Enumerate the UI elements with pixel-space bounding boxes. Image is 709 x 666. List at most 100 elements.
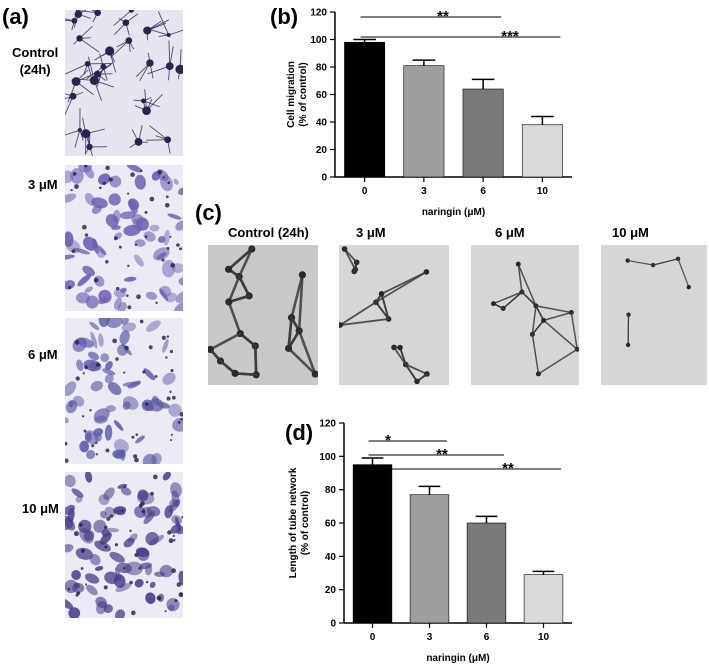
x-tick-label: 0 <box>362 186 368 197</box>
tube-segment <box>237 247 254 278</box>
pore <box>136 294 141 300</box>
tube-node <box>625 258 630 263</box>
cell-process <box>157 11 170 36</box>
pore <box>75 376 80 381</box>
cell <box>100 63 107 70</box>
tube-segment <box>627 259 654 266</box>
cell <box>117 302 127 311</box>
x-axis-label: naringin (μM) <box>426 653 489 664</box>
pore <box>169 439 173 442</box>
cell <box>119 211 136 220</box>
tube-node <box>423 269 430 275</box>
y-tick-label: 20 <box>316 145 328 156</box>
cell <box>93 519 107 533</box>
tube-segment <box>531 333 540 375</box>
col-label-10um: 10 μM <box>612 225 649 240</box>
cell <box>98 289 112 304</box>
cell <box>83 165 95 179</box>
panel-a-letter: (a) <box>2 4 29 29</box>
cell <box>94 540 111 552</box>
tube-micrograph-3um <box>339 245 449 385</box>
cell <box>77 128 83 133</box>
cell <box>178 570 183 586</box>
pore <box>153 474 158 480</box>
pore <box>165 195 169 199</box>
cell <box>162 372 176 385</box>
pore <box>173 538 176 542</box>
cell <box>142 106 151 116</box>
pore <box>166 335 170 338</box>
tube-segment <box>287 316 293 350</box>
pore <box>127 264 130 268</box>
pore <box>156 595 162 601</box>
cell <box>76 359 84 371</box>
pore <box>75 593 79 597</box>
pore <box>65 458 69 463</box>
cell <box>65 381 77 396</box>
cell <box>135 547 150 558</box>
tube-segment <box>290 273 304 319</box>
cell-process <box>146 139 168 141</box>
tube-segment <box>535 305 573 314</box>
pore <box>94 441 98 445</box>
pore <box>138 503 143 508</box>
tube-node <box>231 369 239 377</box>
pore <box>68 285 72 290</box>
pore <box>115 286 120 291</box>
pore <box>65 441 68 446</box>
cell <box>125 37 133 44</box>
cell <box>115 609 125 618</box>
migration-micrograph-6um <box>65 318 183 464</box>
tube-segment <box>254 344 258 377</box>
tube-node <box>224 265 233 273</box>
tube-segment <box>339 318 390 326</box>
pore <box>115 357 119 361</box>
cell <box>134 239 146 247</box>
cell <box>128 10 134 13</box>
cell <box>128 198 138 215</box>
cell <box>123 276 137 282</box>
cell <box>127 380 141 389</box>
cell <box>85 472 93 483</box>
cell <box>172 263 183 274</box>
pore <box>67 587 71 591</box>
cell <box>159 288 169 301</box>
cell-process <box>110 40 130 58</box>
tube-segment <box>517 263 537 307</box>
cell <box>162 472 171 481</box>
pore <box>130 172 135 177</box>
tube-segment <box>209 332 242 351</box>
tube-node <box>298 271 307 279</box>
pore <box>169 390 172 393</box>
pore <box>180 417 183 421</box>
tube-segment <box>339 301 377 326</box>
x-tick-label: 3 <box>421 186 427 197</box>
cell <box>81 129 91 139</box>
pore <box>106 516 111 521</box>
pore <box>84 365 88 370</box>
y-axis-label: (% of control) <box>300 491 311 555</box>
bar-10 <box>521 124 563 178</box>
cell <box>137 489 149 502</box>
y-tick-label: 0 <box>330 619 336 630</box>
cell <box>90 380 103 392</box>
cell <box>143 26 152 35</box>
x-tick-label: 0 <box>370 632 376 643</box>
bar-6 <box>462 88 504 178</box>
bar-6 <box>466 522 507 624</box>
pore <box>82 224 87 230</box>
y-tick-label: 100 <box>310 35 327 46</box>
cell <box>65 417 69 424</box>
cell <box>65 193 77 203</box>
cell <box>173 178 179 185</box>
tube-segment <box>297 273 304 333</box>
cell <box>91 197 108 209</box>
cell <box>89 321 100 331</box>
cell <box>100 510 108 519</box>
pore <box>171 568 176 574</box>
pore <box>170 433 173 436</box>
bar-3 <box>409 494 450 624</box>
pore <box>164 202 170 208</box>
cell <box>174 301 183 311</box>
